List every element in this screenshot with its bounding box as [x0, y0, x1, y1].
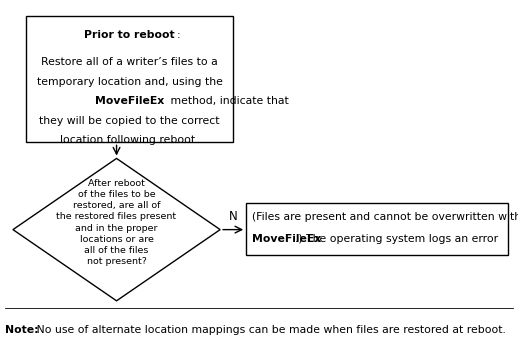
Text: Prior to reboot: Prior to reboot	[84, 30, 175, 40]
Polygon shape	[13, 158, 220, 301]
Text: (Files are present and cannot be overwritten with: (Files are present and cannot be overwri…	[252, 212, 518, 222]
Bar	[246, 203, 508, 255]
Text: After reboot
of the files to be
restored, are all of
the restored files present
: After reboot of the files to be restored…	[56, 179, 177, 266]
Text: location following reboot.: location following reboot.	[60, 135, 199, 145]
Text: method, indicate that: method, indicate that	[167, 96, 289, 106]
Bar	[26, 16, 233, 142]
Text: N: N	[229, 209, 237, 222]
Text: they will be copied to the correct: they will be copied to the correct	[39, 116, 220, 126]
Text: No use of alternate location mappings can be made when files are restored at reb: No use of alternate location mappings ca…	[33, 325, 506, 335]
Text: :: :	[177, 30, 180, 40]
Text: MoveFileEx: MoveFileEx	[252, 234, 322, 244]
Text: Note:: Note:	[5, 325, 39, 335]
Text: MoveFileEx: MoveFileEx	[95, 96, 164, 106]
Text: temporary location and, using the: temporary location and, using the	[37, 77, 222, 87]
Text: .) The operating system logs an error: .) The operating system logs an error	[295, 234, 498, 244]
Text: Restore all of a writer’s files to a: Restore all of a writer’s files to a	[41, 57, 218, 67]
